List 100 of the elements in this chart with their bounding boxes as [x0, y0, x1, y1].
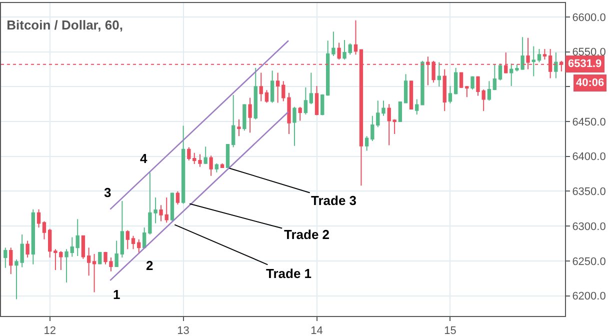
- candlestick: [342, 39, 346, 60]
- candlestick: [114, 240, 118, 268]
- candlestick: [126, 230, 130, 250]
- annotation: 2: [146, 258, 154, 273]
- candlestick: [9, 247, 13, 275]
- y-tick-label: 6300.0: [572, 220, 606, 233]
- candlestick: [164, 196, 168, 224]
- candlestick: [476, 76, 480, 96]
- candlestick: [214, 162, 219, 173]
- candlestick: [404, 74, 408, 104]
- candlestick: [332, 31, 336, 56]
- candlestick: [181, 125, 186, 204]
- candlestick: [98, 251, 102, 265]
- annotation: 4: [140, 151, 148, 166]
- candlestick: [159, 204, 163, 222]
- candlestick: [70, 236, 74, 258]
- candlestick: [81, 235, 86, 260]
- candlestick: [220, 162, 224, 168]
- candlestick: [270, 70, 274, 104]
- candlestick: [198, 154, 202, 168]
- candlestick: [537, 48, 542, 63]
- candlestick: [292, 106, 296, 146]
- candlestick: [532, 46, 536, 77]
- candlestick: [14, 259, 18, 300]
- candlestick: [254, 67, 258, 120]
- candlestick: [542, 48, 547, 60]
- annotation: Trade 3: [311, 193, 357, 208]
- candlestick: [320, 94, 324, 116]
- candlestick: [31, 208, 35, 265]
- candlestick: [170, 192, 174, 222]
- candlestick: [259, 72, 263, 102]
- candlestick: [437, 62, 441, 88]
- candlestick: [337, 42, 341, 60]
- y-tick-label: 6600.0: [572, 12, 606, 24]
- candlestick: [492, 64, 497, 91]
- candlestick: [26, 240, 30, 258]
- candlestick: [248, 97, 252, 134]
- candlestick: [237, 118, 241, 137]
- candlestick: [264, 90, 269, 104]
- candlestick: [137, 238, 141, 254]
- candlestick: [142, 226, 146, 249]
- candlestick: [64, 248, 68, 284]
- candlestick: [131, 235, 136, 250]
- candlestick: [554, 52, 558, 79]
- candlestick: [209, 155, 213, 176]
- x-tick-label: 14: [310, 325, 323, 336]
- candlestick: [409, 80, 414, 110]
- text: Bitcoin / Dollar, 60,: [6, 17, 123, 32]
- candlestick: [364, 136, 369, 152]
- candlestick: [36, 208, 41, 228]
- candlestick: [442, 68, 446, 112]
- candlestick: [348, 42, 352, 56]
- candlestick: [420, 60, 424, 106]
- text: 40:06: [576, 77, 604, 89]
- ref-line-label: 6531.9: [568, 58, 602, 70]
- candlestick: [398, 101, 402, 122]
- y-tick-label: 6550.0: [572, 46, 606, 59]
- candlestick: [448, 85, 452, 104]
- candlestick: [92, 253, 96, 293]
- x-tick-label: 15: [444, 325, 456, 336]
- annotation: 3: [104, 185, 112, 200]
- candlestick: [482, 88, 486, 112]
- candlestick: [382, 100, 386, 116]
- candlestick: [226, 144, 230, 168]
- candlestick: [204, 146, 208, 165]
- candlestick: [309, 72, 313, 105]
- candlestick: [282, 80, 286, 102]
- y-tick-label: 6450.0: [572, 116, 606, 128]
- candlestick: [314, 85, 319, 116]
- candlestick: [42, 220, 46, 240]
- candlestick: [120, 200, 124, 258]
- candlestick: [20, 234, 24, 268]
- candlestick: [498, 63, 502, 81]
- y-tick-label: 6250.0: [572, 256, 606, 268]
- candlestick: [242, 104, 246, 132]
- candlestick: [415, 98, 419, 116]
- candlestick: [459, 72, 464, 89]
- candlestick: [298, 106, 302, 122]
- candlestick: [304, 86, 308, 116]
- candlestick: [487, 80, 492, 102]
- candlestick: [470, 76, 474, 90]
- candlestick: [232, 94, 236, 148]
- candlestick: [48, 228, 52, 258]
- x-tick-label: 13: [177, 325, 190, 336]
- y-tick-label: 6400.0: [572, 151, 606, 164]
- candlestick: [86, 247, 91, 276]
- candlestick: [176, 190, 180, 205]
- y-tick-label: 6350.0: [572, 186, 606, 198]
- candlestick: [510, 63, 514, 86]
- candlestick: [454, 67, 458, 95]
- candlestick: [276, 72, 280, 104]
- candlestick: [465, 85, 469, 98]
- annotation: Trade 2: [284, 227, 330, 242]
- annotation: Trade 1: [266, 266, 312, 281]
- candlestick: [76, 218, 80, 257]
- annotation: 1: [113, 287, 120, 302]
- candlestick: [4, 247, 8, 268]
- x-tick-label: 12: [44, 325, 56, 336]
- candlestick: [287, 92, 291, 135]
- candlestick: [326, 40, 330, 96]
